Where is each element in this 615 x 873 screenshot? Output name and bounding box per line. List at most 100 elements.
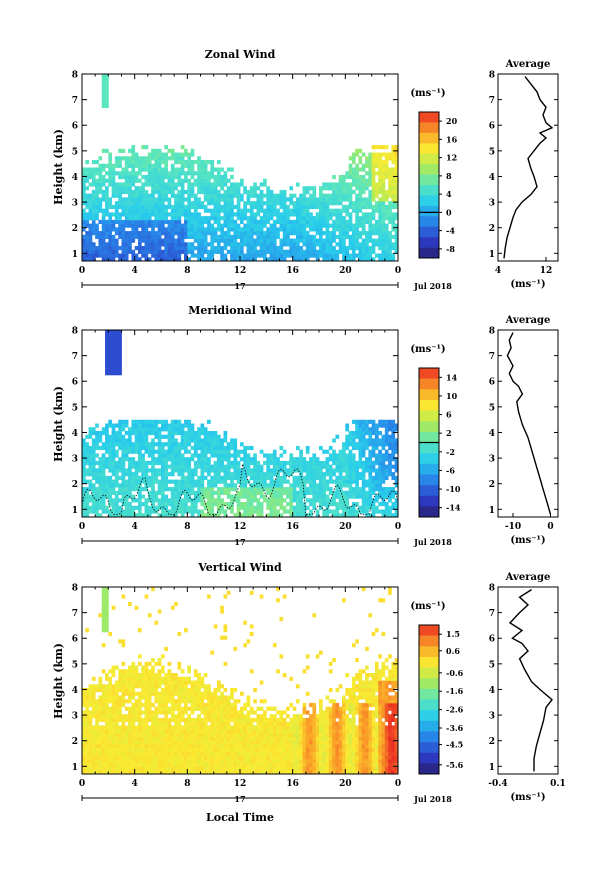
heatmap-cell <box>358 487 363 492</box>
heatmap-cell <box>394 509 398 514</box>
heatmap-cell <box>177 453 182 458</box>
heatmap-cell <box>295 182 300 187</box>
heatmap-cell <box>157 167 162 172</box>
colorbar-segment <box>419 143 439 155</box>
heatmap-cell <box>154 423 159 428</box>
heatmap-cell <box>124 513 129 517</box>
heatmap-cell <box>157 219 162 224</box>
heatmap-cell <box>302 189 307 195</box>
heatmap-cell <box>111 330 116 335</box>
heatmap-cell <box>157 513 162 517</box>
heatmap-cell <box>108 434 113 439</box>
heatmap-cell <box>111 717 116 723</box>
heatmap-cell <box>381 438 386 443</box>
heatmap-cell <box>388 490 392 495</box>
heatmap-cell <box>190 423 195 428</box>
heatmap-cell <box>108 156 113 161</box>
heatmap-cell <box>180 163 185 168</box>
heatmap-cell <box>111 505 116 510</box>
heatmap-cell <box>91 490 96 495</box>
heatmap-cell <box>124 449 129 454</box>
heatmap-cell <box>141 721 145 726</box>
heatmap-cell <box>137 204 142 210</box>
heatmap-cell <box>154 182 159 187</box>
heatmap-cell <box>95 740 99 745</box>
heatmap-cell <box>111 770 116 774</box>
heatmap-cell <box>111 740 116 745</box>
heatmap-cell <box>164 182 168 187</box>
heatmap-cell <box>85 445 89 451</box>
heatmap-cell <box>164 152 168 157</box>
heatmap-cell <box>253 201 257 206</box>
heatmap-cell <box>315 223 320 228</box>
heatmap-cell <box>134 174 139 180</box>
heatmap-cell <box>151 223 155 228</box>
x-tick-label: 12 <box>234 522 247 532</box>
heatmap-cell <box>197 498 201 503</box>
heatmap-cell <box>315 253 320 258</box>
heatmap-cell <box>91 246 96 251</box>
heatmap-cell <box>384 145 389 150</box>
heatmap-cell <box>223 178 228 183</box>
heatmap-cell <box>210 167 215 172</box>
heatmap-cell <box>325 238 330 243</box>
heatmap-cell <box>388 189 392 195</box>
heatmap-cell <box>335 487 340 492</box>
heatmap-cell <box>134 751 139 756</box>
heatmap-cell <box>101 505 106 510</box>
heatmap-cell <box>167 212 172 217</box>
heatmap-cell <box>361 423 366 428</box>
heatmap-cell <box>394 178 398 183</box>
heatmap-cell <box>388 442 392 447</box>
heatmap-cell <box>302 242 307 247</box>
heatmap-cell <box>276 498 280 503</box>
heatmap-cell <box>355 490 359 495</box>
heatmap-cell <box>98 246 103 251</box>
heatmap-cell <box>295 197 300 202</box>
heatmap-cell <box>91 219 96 224</box>
heatmap-cell <box>144 178 149 183</box>
heatmap-cell <box>85 238 89 243</box>
heatmap-cell <box>246 460 251 466</box>
heatmap-cell <box>263 193 267 198</box>
heatmap-cell <box>249 212 254 217</box>
heatmap-cell <box>384 171 389 176</box>
heatmap-cell <box>137 468 142 473</box>
heatmap-cell <box>131 676 136 681</box>
heatmap-cell <box>230 445 234 451</box>
heatmap-cell <box>164 770 168 774</box>
heatmap-cell <box>121 729 126 734</box>
heatmap-cell <box>161 702 165 708</box>
heatmap-cell <box>95 227 99 232</box>
heatmap-cell <box>200 430 205 436</box>
heatmap-cell <box>137 201 142 206</box>
heatmap-cell <box>98 505 103 510</box>
heatmap-cell <box>98 699 103 704</box>
heatmap-cell <box>121 695 126 700</box>
heatmap-cell <box>286 487 290 492</box>
heatmap-cell <box>319 186 323 191</box>
heatmap-cell <box>263 494 267 499</box>
heatmap-cell <box>111 174 116 180</box>
heatmap-cell <box>174 257 178 261</box>
heatmap-cell <box>82 770 86 774</box>
heatmap-cell <box>259 449 264 454</box>
heatmap-cell <box>177 174 182 180</box>
heatmap-cell <box>246 445 251 451</box>
heatmap-cell <box>164 729 168 734</box>
heatmap-cell <box>236 505 241 510</box>
heatmap-cell <box>394 171 398 176</box>
heatmap-cell <box>88 449 93 454</box>
heatmap-cell <box>98 204 103 210</box>
heatmap-cell <box>180 167 185 172</box>
heatmap-cell <box>342 238 346 243</box>
heatmap-cell <box>335 464 340 469</box>
heatmap-cell <box>91 182 96 187</box>
colorbar-segment <box>419 378 439 390</box>
heatmap-cell <box>230 246 234 251</box>
heatmap-cell <box>348 186 353 191</box>
heatmap-cell <box>253 464 257 469</box>
heatmap-cell <box>108 171 113 176</box>
heatmap-cell <box>137 487 142 492</box>
heatmap-cell <box>355 234 359 239</box>
